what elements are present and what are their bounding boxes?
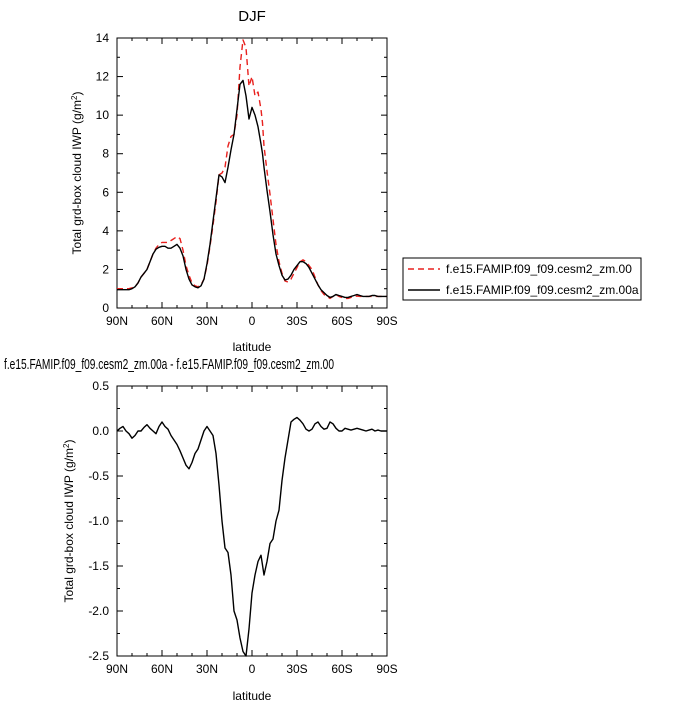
chart-0-xtick-label: 60N [151, 314, 173, 328]
chart-0-ytick-label: 8 [102, 147, 109, 161]
chart-0-xtick-label: 30S [286, 314, 307, 328]
chart-1-xtick-label: 60S [331, 662, 352, 676]
chart-0-xtick-label: 30N [196, 314, 218, 328]
top-plot-title: DJF [238, 8, 266, 25]
bottom-plot-ticks: 90N 60N 30N 0 30S 60S 90S -2.5 -2.0 -1.5 -1.0 -0.5 0… [88, 379, 397, 676]
chart-1-series-line-1 [116, 416, 387, 657]
chart-1-ytick-label: -0.5 [88, 469, 109, 483]
chart-0-series-line-1 [117, 39, 387, 300]
top-plot: DJF 90N 60N 30N 0 30S 60S 90S 0 2 4 6 8 10 12 14 latit… [70, 8, 642, 354]
top-plot-series [117, 39, 387, 300]
bottom-plot-ylabel: Total grd-box cloud IWP (g/m2) [62, 440, 76, 603]
chart-1-ytick-label: -2.0 [88, 604, 109, 618]
chart-1-xtick-label: 0 [249, 662, 256, 676]
chart-1-ytick-label: -1.5 [88, 559, 109, 573]
chart-1-xtick-label: 60N [151, 662, 173, 676]
chart-1-ytick-label: -1.0 [88, 514, 109, 528]
chart-0-ytick-label: 2 [102, 262, 109, 276]
chart-0-series-line-2 [117, 79, 387, 299]
chart-1-xtick-label: 90S [376, 662, 397, 676]
chart-1-xtick-label: 90N [106, 662, 128, 676]
chart-0-xtick-label: 90S [376, 314, 397, 328]
chart-1-ytick-label: 0.5 [92, 379, 109, 393]
chart-1-ytick-label: -2.5 [88, 649, 109, 663]
bottom-plot-series [116, 416, 387, 657]
bottom-plot-title: f.e15.FAMIP.f09_f09.cesm2_zm.00a - f.e15… [4, 356, 334, 373]
chart-0-ytick-label: 6 [102, 185, 109, 199]
chart-0-ytick-label: 14 [96, 31, 110, 45]
chart-0-ytick-label: 12 [96, 70, 110, 84]
top-plot-ticks: 90N 60N 30N 0 30S 60S 90S 0 2 4 6 8 10 12 14 [96, 31, 398, 328]
chart-0-xtick-label: 60S [331, 314, 352, 328]
chart-0-xtick-label: 90N [106, 314, 128, 328]
top-plot-ylabel: Total grd-box cloud IWP (g/m2) [70, 92, 84, 255]
bottom-plot: f.e15.FAMIP.f09_f09.cesm2_zm.00a - f.e15… [4, 356, 398, 703]
top-plot-xlabel: latitude [233, 340, 272, 354]
chart-1-xtick-label: 30N [196, 662, 218, 676]
legend-box [402, 257, 642, 301]
chart-1-xtick-label: 30S [286, 662, 307, 676]
top-plot-legend: f.e15.FAMIP.f09_f09.cesm2_zm.00 f.e15.FA… [402, 257, 642, 301]
bottom-plot-frame [116, 385, 388, 657]
bottom-plot-xlabel: latitude [233, 689, 272, 703]
chart-0-xtick-label: 0 [249, 314, 256, 328]
chart-1-ytick-label: 0.0 [92, 424, 109, 438]
chart-0-ytick-label: 4 [102, 224, 109, 238]
legend-label-series-2: f.e15.FAMIP.f09_f09.cesm2_zm.00a [446, 283, 639, 297]
chart-0-ytick-label: 0 [102, 301, 109, 315]
legend-label-series-1: f.e15.FAMIP.f09_f09.cesm2_zm.00 [446, 262, 632, 276]
chart-0-ytick-label: 10 [96, 108, 110, 122]
